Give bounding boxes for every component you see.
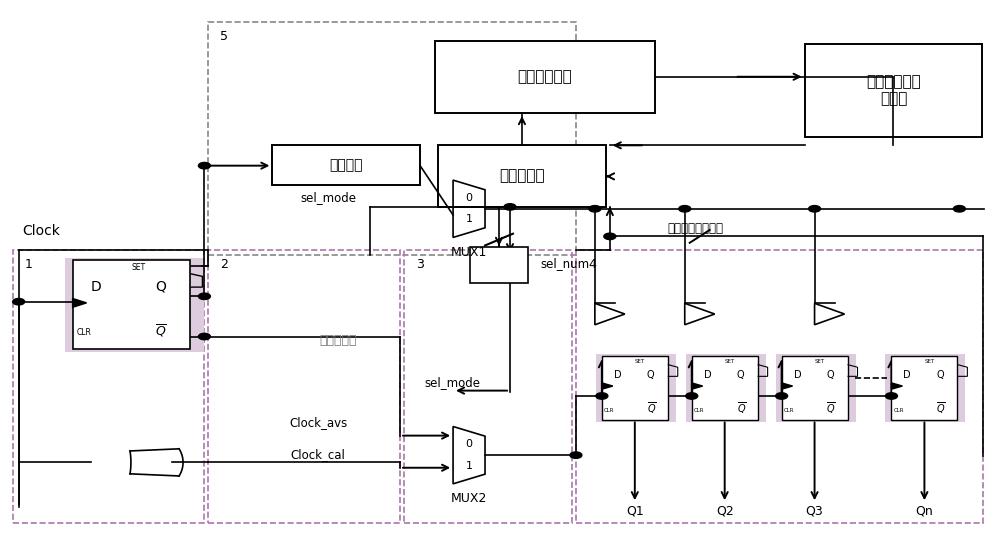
Bar xyxy=(782,357,848,419)
Text: 1: 1 xyxy=(466,214,473,224)
Text: D: D xyxy=(91,280,101,294)
Text: D: D xyxy=(704,371,711,380)
Text: sel_mode: sel_mode xyxy=(300,191,356,204)
Text: 0: 0 xyxy=(466,193,473,203)
Circle shape xyxy=(679,206,691,212)
Bar xyxy=(891,357,957,419)
Text: sel_num: sel_num xyxy=(540,257,589,270)
Circle shape xyxy=(953,206,965,212)
Text: 0: 0 xyxy=(466,439,473,449)
Text: Q: Q xyxy=(826,371,834,380)
Circle shape xyxy=(809,206,821,212)
Text: Q: Q xyxy=(737,371,744,380)
Bar xyxy=(596,354,676,422)
Text: 模式控制单元: 模式控制单元 xyxy=(518,69,572,84)
Text: 可变电压区: 可变电压区 xyxy=(319,335,357,347)
Text: 2: 2 xyxy=(220,258,228,271)
Circle shape xyxy=(589,206,601,212)
Text: $\overline{Q}$: $\overline{Q}$ xyxy=(647,400,656,416)
Text: Q: Q xyxy=(155,280,166,294)
Text: CLR: CLR xyxy=(893,408,904,412)
Text: sel_mode: sel_mode xyxy=(424,375,480,389)
Circle shape xyxy=(13,299,25,305)
Text: SET: SET xyxy=(635,359,645,364)
Text: CLR: CLR xyxy=(77,329,91,337)
Polygon shape xyxy=(891,383,902,389)
Circle shape xyxy=(776,393,788,399)
Text: D: D xyxy=(903,371,911,380)
Text: 4: 4 xyxy=(588,258,596,271)
Circle shape xyxy=(198,333,210,340)
Circle shape xyxy=(596,393,608,399)
Text: Qn: Qn xyxy=(916,504,933,517)
Text: Q1: Q1 xyxy=(626,504,644,517)
Circle shape xyxy=(504,204,516,210)
Bar xyxy=(208,250,400,523)
Text: 边沿采样电路输出: 边沿采样电路输出 xyxy=(668,222,724,235)
Polygon shape xyxy=(73,299,87,307)
Bar xyxy=(208,22,576,255)
Bar xyxy=(470,247,528,284)
Text: Q: Q xyxy=(647,371,654,380)
Circle shape xyxy=(686,393,698,399)
Text: 5: 5 xyxy=(220,30,228,43)
Text: $\overline{Q}$: $\overline{Q}$ xyxy=(826,400,836,416)
Text: MUX1: MUX1 xyxy=(451,246,487,259)
Text: Q3: Q3 xyxy=(806,504,823,517)
Text: Clock_cal: Clock_cal xyxy=(291,448,346,461)
Text: SET: SET xyxy=(132,263,146,272)
Bar xyxy=(438,146,606,207)
Circle shape xyxy=(198,293,210,300)
Text: SET: SET xyxy=(725,359,735,364)
Bar xyxy=(576,250,983,523)
Text: CLR: CLR xyxy=(694,408,704,412)
Bar xyxy=(692,357,758,419)
Text: 复制路径: 复制路径 xyxy=(329,158,363,172)
Bar xyxy=(272,146,420,185)
Text: 自适应电压控
制单元: 自适应电压控 制单元 xyxy=(866,74,921,107)
Text: $\overline{Q}$: $\overline{Q}$ xyxy=(737,400,746,416)
Text: CLR: CLR xyxy=(604,408,614,412)
Text: $\overline{Q}$: $\overline{Q}$ xyxy=(936,400,946,416)
Bar xyxy=(13,250,204,523)
Text: 自校准单元: 自校准单元 xyxy=(499,169,545,184)
Polygon shape xyxy=(782,383,793,389)
Text: Q2: Q2 xyxy=(716,504,734,517)
Text: SET: SET xyxy=(924,359,935,364)
Text: 1: 1 xyxy=(466,461,473,471)
Text: CLR: CLR xyxy=(784,408,794,412)
Bar xyxy=(805,43,982,137)
Bar xyxy=(65,258,204,352)
Circle shape xyxy=(198,163,210,169)
Text: SET: SET xyxy=(815,359,825,364)
Text: 1: 1 xyxy=(25,258,33,271)
Bar xyxy=(776,354,856,422)
Text: D: D xyxy=(614,371,621,380)
Polygon shape xyxy=(602,383,613,389)
Text: D: D xyxy=(794,371,801,380)
Bar xyxy=(73,260,190,349)
Text: 3: 3 xyxy=(416,258,424,271)
Text: $\overline{Q}$: $\overline{Q}$ xyxy=(155,323,167,339)
Circle shape xyxy=(604,233,616,240)
Circle shape xyxy=(570,452,582,459)
Bar xyxy=(435,41,655,113)
Bar xyxy=(885,354,965,422)
Text: MUX2: MUX2 xyxy=(451,492,487,505)
Circle shape xyxy=(885,393,897,399)
Text: Q: Q xyxy=(936,371,944,380)
Text: Clock_avs: Clock_avs xyxy=(289,416,347,429)
Bar xyxy=(602,357,668,419)
Bar xyxy=(404,250,572,523)
Text: Clock: Clock xyxy=(23,224,61,238)
Polygon shape xyxy=(692,383,703,389)
Bar xyxy=(686,354,766,422)
